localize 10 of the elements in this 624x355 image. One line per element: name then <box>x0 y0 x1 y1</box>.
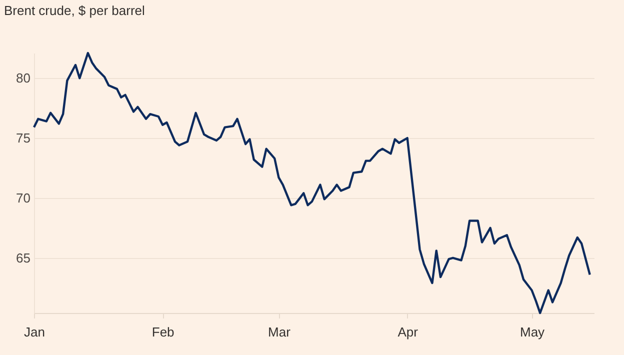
x-tick-label: Apr <box>398 324 419 340</box>
y-tick-label: 80 <box>16 70 30 86</box>
y-tick-label: 70 <box>16 190 30 206</box>
x-tick-label: Jan <box>24 324 45 340</box>
x-tick-label: Feb <box>152 324 174 340</box>
y-tick-label: 65 <box>16 250 30 266</box>
x-tick-label: Mar <box>268 324 292 340</box>
chart-title: Brent crude, $ per barrel <box>4 2 146 18</box>
y-tick-label: 75 <box>16 130 30 146</box>
x-tick-label: May <box>520 324 546 340</box>
